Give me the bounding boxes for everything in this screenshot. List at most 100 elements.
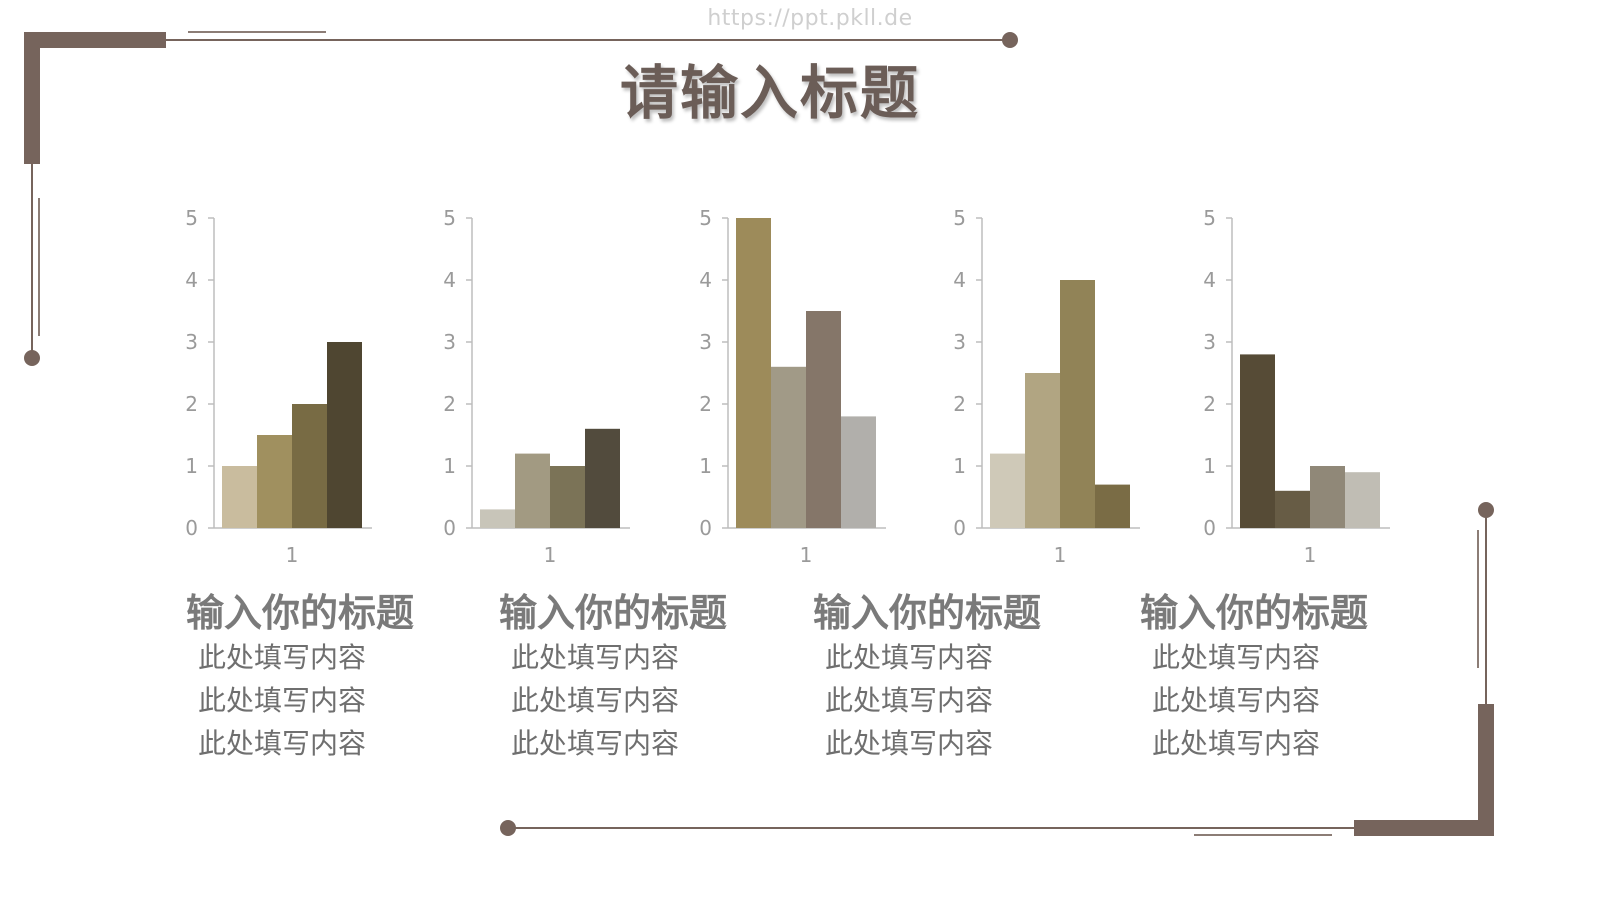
y-tick-label: 1 [953,454,966,478]
frame-bottom-accent-line [1194,834,1332,836]
y-tick-label: 1 [1203,454,1216,478]
block-content-line: 此处填写内容 [1152,641,1321,674]
frame-right-line-dot [1478,502,1494,518]
x-category-label: 1 [1054,543,1067,567]
y-tick-label: 1 [185,454,198,478]
y-tick-label: 3 [699,330,712,354]
bar-chart-4: 0 1 2 3 4 5 1 [944,200,1184,585]
block-content-line: 此处填写内容 [1152,727,1321,760]
frame-top-line-dot [1002,32,1018,48]
y-tick-label: 5 [699,206,712,230]
y-tick-label: 2 [1203,392,1216,416]
block-title: 输入你的标题 [1140,591,1369,635]
bar-series-2 [1275,490,1310,528]
bar-series-3 [1060,280,1095,528]
bar-series-1 [736,218,771,528]
bar-chart-2: 0 1 2 3 4 5 1 [434,200,674,585]
bar-series-2 [515,453,550,528]
block-content-line: 此处填写内容 [825,727,994,760]
y-tick-label: 3 [185,330,198,354]
y-tick-label: 1 [443,454,456,478]
text-block-2: 输入你的标题 此处填写内容 此处填写内容 此处填写内容 [499,590,759,765]
block-content-line: 此处填写内容 [825,684,994,717]
block-content-line: 此处填写内容 [511,641,680,674]
frame-bottom-line-dot [500,820,516,836]
frame-corner-bottom-right-vertical [1478,704,1494,836]
bar-series-3 [292,404,327,528]
bar-series-1 [1240,354,1275,528]
y-tick-label: 1 [699,454,712,478]
y-tick-label: 5 [443,206,456,230]
y-tick-label: 0 [185,516,198,540]
y-tick-label: 0 [443,516,456,540]
block-content-line: 此处填写内容 [1152,684,1321,717]
y-tick-label: 5 [1203,206,1216,230]
block-content-line: 此处填写内容 [511,684,680,717]
frame-corner-top-left-horizontal [24,32,166,48]
block-content-line: 此处填写内容 [511,727,680,760]
y-tick-label: 4 [185,268,198,292]
block-content-line: 此处填写内容 [198,641,367,674]
bar-series-2 [257,435,292,528]
y-tick-label: 4 [1203,268,1216,292]
frame-corner-top-left-vertical [24,32,40,164]
frame-bottom-line [508,827,1354,829]
x-category-label: 1 [286,543,299,567]
bar-series-4 [841,416,876,528]
page-title: 请输入标题 [619,59,920,127]
watermark-url: https://ppt.pkll.de [707,6,913,31]
chart-svg: 0 1 2 3 4 5 1 [699,206,886,567]
x-category-label: 1 [544,543,557,567]
bar-series-3 [1310,466,1345,528]
bar-chart-5: 0 1 2 3 4 5 1 [1194,200,1434,585]
bar-series-1 [480,509,515,528]
x-category-label: 1 [800,543,813,567]
y-tick-label: 2 [953,392,966,416]
y-tick-label: 5 [953,206,966,230]
block-title: 输入你的标题 [813,591,1042,635]
y-tick-label: 4 [699,268,712,292]
y-tick-label: 4 [443,268,456,292]
y-tick-label: 2 [185,392,198,416]
y-tick-label: 0 [953,516,966,540]
frame-top-accent-line [188,31,326,33]
bar-series-3 [550,466,585,528]
block-content-line: 此处填写内容 [825,641,994,674]
y-tick-label: 0 [1203,516,1216,540]
bar-series-4 [585,428,620,528]
y-tick-label: 4 [953,268,966,292]
bar-series-1 [222,466,257,528]
bar-series-4 [1345,472,1380,528]
bar-series-2 [771,366,806,528]
chart-svg: 0 1 2 3 4 5 1 [953,206,1140,567]
bar-chart-1: 0 1 2 3 4 5 1 [176,200,416,585]
bar-series-3 [806,311,841,528]
block-content-line: 此处填写内容 [198,727,367,760]
frame-right-accent-line [1477,530,1479,668]
text-block-4: 输入你的标题 此处填写内容 此处填写内容 此处填写内容 [1140,590,1400,765]
y-tick-label: 0 [699,516,712,540]
frame-corner-bottom-right-horizontal [1354,820,1494,836]
bar-series-4 [327,342,362,528]
bar-series-1 [990,453,1025,528]
y-tick-label: 2 [443,392,456,416]
block-title: 输入你的标题 [499,591,728,635]
frame-left-line [31,164,33,354]
y-tick-label: 5 [185,206,198,230]
frame-left-accent-line [38,198,40,336]
block-title: 输入你的标题 [186,591,415,635]
y-tick-label: 3 [953,330,966,354]
y-tick-label: 3 [443,330,456,354]
chart-svg: 0 1 2 3 4 5 1 [443,206,630,567]
frame-left-line-dot [24,350,40,366]
bar-series-2 [1025,373,1060,528]
y-tick-label: 3 [1203,330,1216,354]
frame-top-line [166,39,1010,41]
text-block-1: 输入你的标题 此处填写内容 此处填写内容 此处填写内容 [186,590,446,765]
x-category-label: 1 [1304,543,1317,567]
chart-svg: 0 1 2 3 4 5 1 [1203,206,1390,567]
text-block-3: 输入你的标题 此处填写内容 此处填写内容 此处填写内容 [813,590,1073,765]
block-content-line: 此处填写内容 [198,684,367,717]
bar-series-4 [1095,484,1130,528]
frame-right-line [1485,512,1487,704]
